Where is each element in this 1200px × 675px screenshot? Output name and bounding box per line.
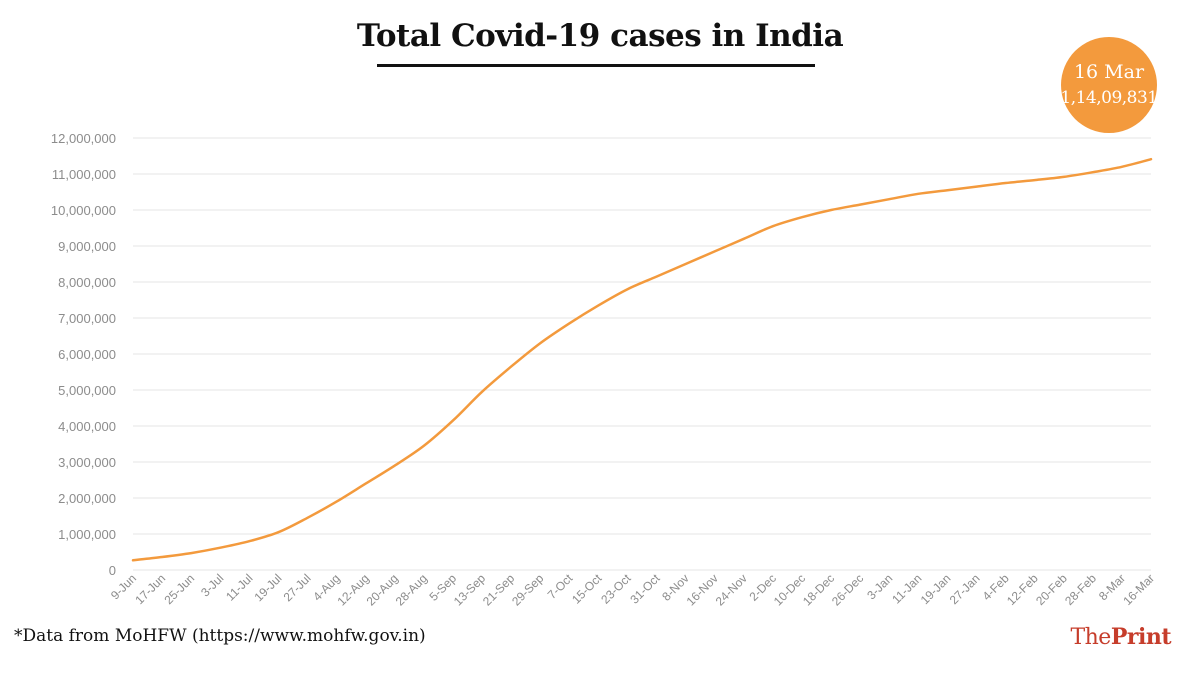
gridlines <box>133 137 1151 571</box>
x-tick-label: 23-Oct <box>598 571 634 607</box>
data-point <box>714 250 716 252</box>
data-point <box>801 216 803 218</box>
latest-value-callout: 16 Mar 1,14,09,831 <box>1060 37 1158 133</box>
x-tick-label: 25-Jun <box>161 571 197 607</box>
x-tick-label: 15-Oct <box>569 571 605 607</box>
y-tick-label: 2,000,000 <box>58 491 116 506</box>
series-layer <box>131 157 1153 562</box>
data-point <box>1004 182 1006 184</box>
x-tick-label: 11-Jan <box>889 571 924 606</box>
x-tick-label: 26-Dec <box>829 571 866 608</box>
x-tick-label: 28-Aug <box>393 571 430 608</box>
data-point <box>190 552 192 554</box>
y-tick-label: 7,000,000 <box>58 311 116 326</box>
data-point <box>772 225 774 227</box>
data-point <box>626 288 628 290</box>
x-tick-label: 29-Sep <box>509 571 546 608</box>
x-tick-label: 11-Jul <box>223 571 255 603</box>
cases-line <box>131 157 1153 562</box>
y-tick-label: 4,000,000 <box>58 419 116 434</box>
data-point <box>1092 171 1094 173</box>
y-tick-label: 9,000,000 <box>58 239 116 254</box>
x-tick-label: 17-Jun <box>132 571 168 607</box>
data-point <box>975 185 977 187</box>
brand-logo: ThePrint <box>1070 624 1171 650</box>
data-point <box>743 238 745 240</box>
data-point <box>481 391 483 393</box>
x-tick-label: 19-Jan <box>918 571 954 607</box>
x-tick-label: 13-Sep <box>451 571 488 608</box>
data-point <box>1063 176 1065 178</box>
data-point <box>394 464 396 466</box>
x-tick-label: 28-Feb <box>1062 571 1099 608</box>
data-point <box>132 559 134 561</box>
x-tick-label: 3-Jul <box>198 571 226 599</box>
x-tick-label: 24-Nov <box>713 571 750 608</box>
data-point <box>830 209 832 211</box>
data-point <box>510 365 512 367</box>
data-point <box>248 540 250 542</box>
data-point <box>655 275 657 277</box>
x-tick-label: 12-Aug <box>335 571 372 608</box>
data-point <box>684 263 686 265</box>
callout-value: 1,14,09,831 <box>1060 88 1158 108</box>
y-tick-label: 0 <box>109 563 116 578</box>
y-tick-label: 10,000,000 <box>51 203 116 218</box>
callout-date: 16 Mar <box>1073 61 1145 83</box>
data-point <box>859 203 861 205</box>
data-point <box>306 517 308 519</box>
chart-title: Total Covid-19 cases in India <box>356 18 844 54</box>
x-tick-label: 27-Jul <box>281 571 314 604</box>
data-point <box>888 198 890 200</box>
data-point <box>161 556 163 558</box>
y-tick-label: 8,000,000 <box>58 275 116 290</box>
data-point <box>423 445 425 447</box>
x-tick-label: 10-Dec <box>771 571 808 608</box>
y-tick-label: 3,000,000 <box>58 455 116 470</box>
data-source-note: *Data from MoHFW (https://www.mohfw.gov.… <box>14 626 426 646</box>
y-tick-label: 11,000,000 <box>52 167 116 182</box>
data-point <box>335 500 337 502</box>
x-tick-label: 19-Jul <box>252 571 285 604</box>
y-tick-label: 5,000,000 <box>58 383 116 398</box>
x-tick-label: 27-Jan <box>947 571 983 607</box>
y-tick-label: 1,000,000 <box>58 527 116 542</box>
title-underline <box>377 64 815 67</box>
data-point <box>277 531 279 533</box>
data-point <box>568 322 570 324</box>
x-tick-label: 16-Nov <box>684 571 721 608</box>
brand-logo-part1: The <box>1070 625 1111 650</box>
data-point <box>365 482 367 484</box>
brand-logo-part2: Print <box>1110 624 1172 650</box>
data-point <box>597 304 599 306</box>
y-tick-label: 12,000,000 <box>51 131 116 146</box>
data-point <box>1034 179 1036 181</box>
y-tick-label: 6,000,000 <box>58 347 116 362</box>
x-tick-label: 20-Aug <box>364 571 401 608</box>
data-point <box>917 193 919 195</box>
data-point <box>452 419 454 421</box>
data-point <box>946 189 948 191</box>
data-point <box>539 342 541 344</box>
x-tick-label: 12-Feb <box>1004 571 1041 608</box>
data-point <box>219 547 221 549</box>
x-tick-label: 31-Oct <box>627 571 663 607</box>
x-tick-label: 18-Dec <box>800 571 837 608</box>
x-tick-label: 21-Sep <box>480 571 517 608</box>
data-point <box>1121 166 1123 168</box>
data-point <box>1150 158 1152 160</box>
x-tick-label: 16-Mar <box>1120 571 1157 608</box>
x-tick-label: 20-Feb <box>1033 571 1070 608</box>
y-axis-labels: 0 1,000,000 2,000,000 3,000,000 4,000,000 5,0… <box>51 131 116 578</box>
